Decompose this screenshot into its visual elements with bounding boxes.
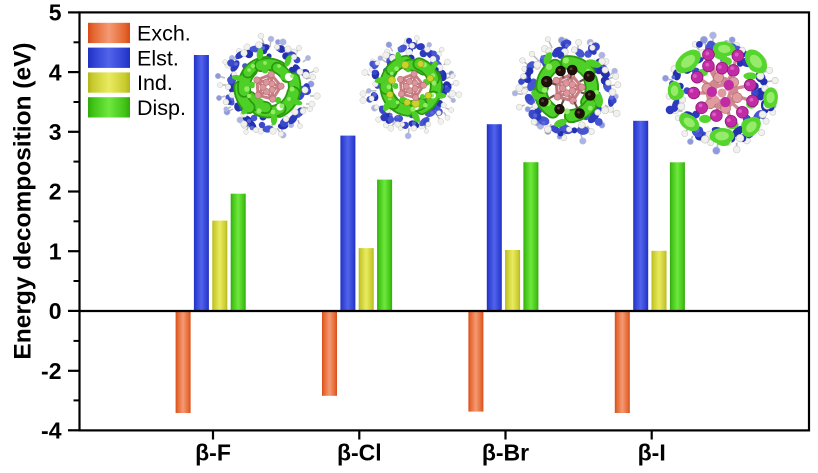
svg-text:0: 0 [49,298,62,324]
svg-text:Exch.: Exch. [137,22,191,46]
svg-text:β-F: β-F [195,440,231,466]
svg-text:Disp.: Disp. [137,96,186,120]
svg-text:Elst.: Elst. [137,46,179,70]
svg-text:3: 3 [49,119,62,145]
svg-text:5: 5 [49,0,62,26]
svg-text:β-Cl: β-Cl [337,440,382,466]
svg-text:4: 4 [49,59,62,85]
svg-text:1: 1 [49,238,62,264]
svg-text:-4: -4 [41,418,62,444]
svg-text:2: 2 [49,179,62,205]
svg-text:Energy decomposition (eV): Energy decomposition (eV) [10,42,37,359]
svg-text:Ind.: Ind. [137,71,173,95]
svg-text:β-I: β-I [638,440,666,466]
svg-text:-2: -2 [41,358,61,384]
svg-text:β-Br: β-Br [482,440,529,466]
